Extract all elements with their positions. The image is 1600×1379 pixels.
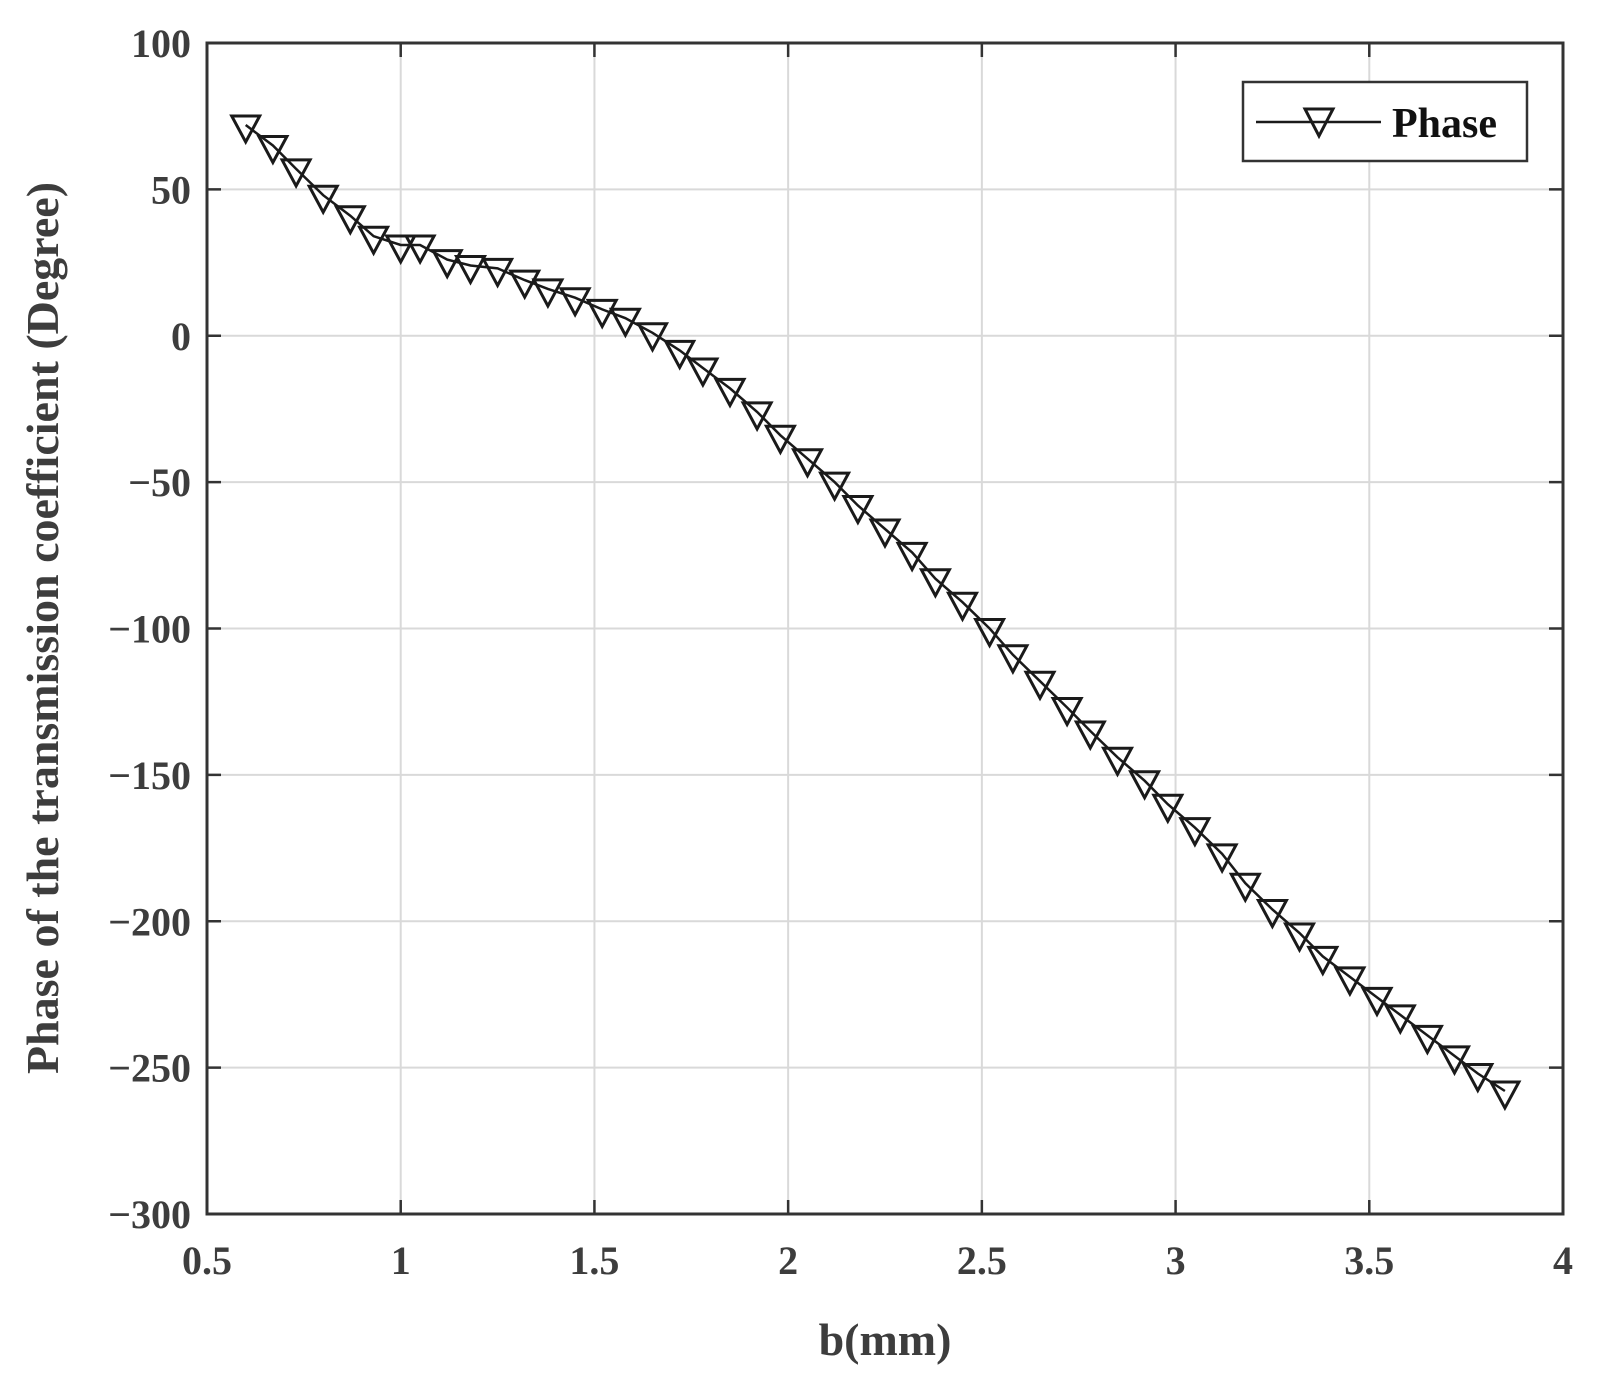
y-axis-title: Phase of the transmission coefficient (D…: [17, 182, 68, 1074]
data-point-marker: [841, 495, 875, 526]
y-tick-label: −150: [108, 753, 191, 798]
x-axis-title: b(mm): [819, 1314, 952, 1365]
data-point-marker: [1205, 843, 1239, 875]
x-tick-label: 2: [778, 1238, 798, 1283]
x-tick-label: 1: [391, 1238, 411, 1283]
y-tick-label: −250: [108, 1046, 191, 1091]
data-point-marker: [585, 298, 619, 330]
data-point-marker: [996, 644, 1030, 675]
data-point-marker: [1282, 922, 1317, 954]
data-point-marker: [1255, 899, 1289, 930]
data-point-marker: [1023, 670, 1057, 702]
data-point-marker: [403, 234, 437, 266]
data-point-marker: [1100, 746, 1135, 778]
y-tick-label: −50: [128, 460, 191, 505]
data-point-marker: [1437, 1045, 1472, 1077]
data-point-marker: [558, 287, 592, 318]
data-point-marker: [1050, 697, 1084, 728]
data-point-marker: [635, 322, 670, 353]
data-point-marker: [256, 135, 290, 166]
data-point-marker: [763, 424, 797, 456]
data-point-marker: [306, 184, 340, 216]
data-point-marker: [279, 158, 313, 190]
data-point-marker: [918, 568, 952, 599]
y-tick-label: −200: [108, 899, 191, 944]
data-point-marker: [1178, 817, 1212, 848]
data-point-marker: [1228, 872, 1262, 904]
x-tick-label: 3.5: [1344, 1238, 1394, 1283]
data-point-marker: [663, 339, 697, 371]
x-tick-labels: 0.5 1 1.5 2 2.5 3 3.5 4: [182, 1238, 1573, 1283]
x-tick-label: 1.5: [569, 1238, 619, 1283]
data-point-marker: [1333, 966, 1367, 998]
data-point-marker: [430, 249, 464, 280]
data-point-marker: [1488, 1080, 1522, 1112]
data-point-marker: [608, 307, 642, 339]
data-point-marker: [333, 205, 367, 236]
data-point-marker: [818, 471, 852, 503]
data-point-marker: [1306, 945, 1340, 977]
data-point-marker: [229, 114, 263, 146]
data-point-marker: [868, 518, 902, 550]
y-tick-label: 100: [131, 21, 191, 66]
data-point-marker: [1073, 720, 1107, 752]
data-point-marker: [973, 618, 1007, 649]
data-point-marker: [945, 591, 980, 623]
y-tick-label: 50: [151, 167, 191, 212]
data-point-marker: [384, 234, 418, 266]
plot-frame: [205, 41, 1565, 1216]
legend-label-phase: Phase: [1392, 101, 1497, 147]
data-point-marker: [686, 357, 720, 389]
data-point-marker: [531, 278, 565, 310]
data-point-marker: [508, 269, 542, 301]
legend-marker: [1302, 107, 1336, 140]
series-line-phase: [244, 124, 1506, 1093]
x-tick-label: 0.5: [182, 1238, 232, 1283]
data-point-marker: [740, 401, 774, 433]
data-point-marker: [1410, 1024, 1444, 1056]
y-tick-label: 0: [171, 314, 191, 359]
data-point-marker: [481, 257, 515, 289]
data-point-marker: [1461, 1063, 1495, 1094]
data-point-marker: [453, 255, 488, 286]
data-point-marker: [895, 541, 929, 573]
y-tick-label: −100: [108, 607, 191, 652]
data-point-marker: [790, 448, 825, 479]
x-tick-label: 2.5: [957, 1238, 1007, 1283]
data-point-marker: [713, 377, 747, 409]
y-tick-label: −300: [108, 1192, 191, 1237]
legend: Phase: [1241, 80, 1529, 163]
data-point-marker: [357, 225, 391, 257]
data-point-marker: [1128, 770, 1162, 801]
x-tick-label: 4: [1553, 1238, 1573, 1283]
x-tick-label: 3: [1166, 1238, 1186, 1283]
y-tick-labels: 100 50 0 −50 −100 −150 −200 −250 −300: [108, 21, 191, 1237]
series-layer: [229, 114, 1522, 1112]
data-point-marker: [1383, 1004, 1417, 1036]
data-point-marker: [1360, 986, 1394, 1018]
data-point-marker: [1151, 793, 1185, 825]
